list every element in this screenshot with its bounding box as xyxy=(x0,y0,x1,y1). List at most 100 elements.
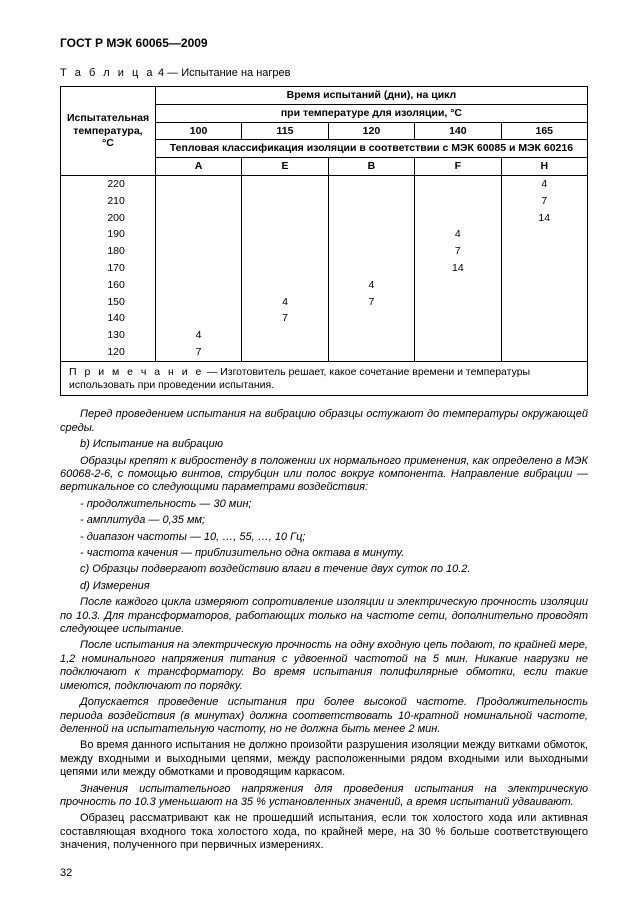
h-E: E xyxy=(242,158,328,176)
body-paragraph: Образец рассматривают как не прошедший и… xyxy=(60,812,588,852)
table-row: 17014 xyxy=(61,260,588,277)
value-cell xyxy=(242,327,328,344)
temp-cell: 140 xyxy=(61,310,156,327)
temp-cell: 130 xyxy=(61,327,156,344)
table-row: 1207 xyxy=(61,344,588,361)
value-cell xyxy=(501,327,587,344)
value-cell xyxy=(501,243,587,260)
value-cell xyxy=(328,243,414,260)
page-number: 32 xyxy=(60,867,588,880)
col-temp-header: Испытательная температура, °С xyxy=(61,87,156,176)
caption-num: 4 xyxy=(158,67,164,79)
h-140: 140 xyxy=(415,122,501,140)
table-row: 2204 xyxy=(61,176,588,193)
temp-cell: 200 xyxy=(61,210,156,227)
value-cell xyxy=(155,193,241,210)
value-cell xyxy=(242,277,328,294)
body-paragraph: c) Образцы подвергают воздействию влаги … xyxy=(60,563,588,576)
h2: при температуре для изоляции, °С xyxy=(155,104,587,122)
value-cell xyxy=(501,260,587,277)
value-cell xyxy=(415,327,501,344)
value-cell xyxy=(328,260,414,277)
value-cell xyxy=(155,226,241,243)
value-cell xyxy=(242,176,328,193)
h-165: 165 xyxy=(501,122,587,140)
table-row: 1304 xyxy=(61,327,588,344)
body-paragraph: После каждого цикла измеряют сопротивлен… xyxy=(60,596,588,636)
value-cell xyxy=(155,294,241,311)
h-B: B xyxy=(328,158,414,176)
value-cell xyxy=(415,176,501,193)
value-cell xyxy=(155,310,241,327)
value-cell: 7 xyxy=(501,193,587,210)
value-cell: 7 xyxy=(415,243,501,260)
value-cell xyxy=(155,243,241,260)
body-paragraph: Допускается проведение испытания при бол… xyxy=(60,696,588,736)
temp-cell: 160 xyxy=(61,277,156,294)
value-cell: 7 xyxy=(242,310,328,327)
table-row: 1807 xyxy=(61,243,588,260)
value-cell xyxy=(242,243,328,260)
table-row: 150 47 xyxy=(61,294,588,311)
h3: Тепловая классификация изоляции в соотве… xyxy=(155,140,587,158)
body-paragraph: Значения испытательного напряжения для п… xyxy=(60,783,588,810)
value-cell xyxy=(415,210,501,227)
body-paragraph: Перед проведением испытания на вибрацию … xyxy=(60,408,588,435)
body-paragraph: - частота качения — приблизительно одна … xyxy=(60,547,588,560)
table-row: 210 7 xyxy=(61,193,588,210)
heating-test-table: Испытательная температура, °С Время испы… xyxy=(60,86,588,396)
value-cell xyxy=(415,277,501,294)
temp-cell: 180 xyxy=(61,243,156,260)
h1: Время испытаний (дни), на цикл xyxy=(155,87,587,105)
table-row: 1604 xyxy=(61,277,588,294)
body-paragraph: Образцы крепят к вибростенду в положении… xyxy=(60,455,588,495)
value-cell xyxy=(415,344,501,361)
body-paragraph: Во время данного испытания не должно про… xyxy=(60,739,588,779)
h-115: 115 xyxy=(242,122,328,140)
h-F: F xyxy=(415,158,501,176)
value-cell xyxy=(242,210,328,227)
value-cell xyxy=(242,193,328,210)
value-cell xyxy=(155,277,241,294)
table-row: 140 7 xyxy=(61,310,588,327)
value-cell xyxy=(328,226,414,243)
value-cell: 14 xyxy=(501,210,587,227)
value-cell xyxy=(242,344,328,361)
body-paragraph: b) Испытание на вибрацию xyxy=(60,438,588,451)
table-row: 200 14 xyxy=(61,210,588,227)
h-120: 120 xyxy=(328,122,414,140)
body-paragraph: - диапазон частоты — 10, …, 55, …, 10 Гц… xyxy=(60,531,588,544)
value-cell xyxy=(501,310,587,327)
value-cell xyxy=(501,344,587,361)
temp-cell: 210 xyxy=(61,193,156,210)
value-cell xyxy=(328,327,414,344)
value-cell: 4 xyxy=(242,294,328,311)
value-cell xyxy=(501,294,587,311)
value-cell xyxy=(415,294,501,311)
temp-cell: 120 xyxy=(61,344,156,361)
doc-code: ГОСТ Р МЭК 60065—2009 xyxy=(60,36,588,51)
value-cell xyxy=(415,193,501,210)
caption-prefix: Т а б л и ц а xyxy=(60,67,155,79)
value-cell xyxy=(501,226,587,243)
value-cell: 4 xyxy=(501,176,587,193)
value-cell: 4 xyxy=(155,327,241,344)
h-A: A xyxy=(155,158,241,176)
value-cell xyxy=(501,277,587,294)
value-cell xyxy=(328,210,414,227)
value-cell xyxy=(242,260,328,277)
value-cell xyxy=(242,226,328,243)
temp-cell: 150 xyxy=(61,294,156,311)
body-paragraph: d) Измерения xyxy=(60,580,588,593)
value-cell xyxy=(328,344,414,361)
table-note: П р и м е ч а н и е — Изготовитель решае… xyxy=(61,361,588,396)
value-cell xyxy=(328,310,414,327)
value-cell xyxy=(155,210,241,227)
h-100: 100 xyxy=(155,122,241,140)
body-paragraph: После испытания на электрическую прочнос… xyxy=(60,639,588,693)
value-cell xyxy=(155,260,241,277)
value-cell: 4 xyxy=(415,226,501,243)
value-cell: 7 xyxy=(328,294,414,311)
value-cell xyxy=(415,310,501,327)
table-row: 1904 xyxy=(61,226,588,243)
